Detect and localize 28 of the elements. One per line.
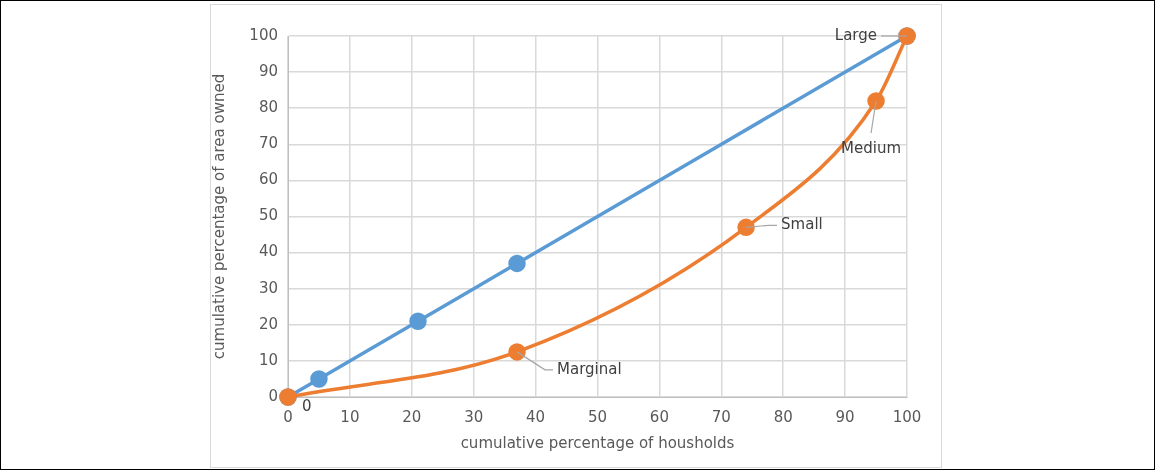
x-tick-label: 0 bbox=[283, 407, 293, 426]
x-tick-label: 10 bbox=[340, 407, 360, 426]
x-tick-label: 20 bbox=[402, 407, 422, 426]
y-axis-title: cumulative percentage of area owned bbox=[209, 73, 228, 360]
annotation: Large bbox=[834, 25, 877, 44]
y-tick-label: 70 bbox=[258, 134, 278, 153]
x-tick-label: 60 bbox=[649, 407, 669, 426]
x-axis-title: cumulative percentage of housholds bbox=[460, 433, 735, 452]
y-tick-label: 60 bbox=[258, 170, 278, 189]
x-tick-label: 70 bbox=[711, 407, 731, 426]
x-tick-label: 40 bbox=[526, 407, 546, 426]
x-tick-label: 50 bbox=[587, 407, 608, 426]
x-tick-label: 30 bbox=[464, 407, 484, 426]
y-tick-label: 0 bbox=[268, 386, 278, 405]
annotation: Small bbox=[781, 215, 823, 234]
y-tick-label: 20 bbox=[258, 314, 278, 333]
y-tick-label: 100 bbox=[249, 25, 278, 44]
x-tick-label: 90 bbox=[835, 407, 855, 426]
annotation: Medium bbox=[841, 138, 902, 157]
y-tick-label: 50 bbox=[258, 206, 278, 225]
y-tick-label: 10 bbox=[258, 350, 278, 369]
annotation: Marginal bbox=[557, 359, 622, 378]
y-tick-label: 80 bbox=[258, 98, 278, 117]
x-tick-label: 100 bbox=[892, 407, 922, 426]
y-tick-label: 40 bbox=[258, 242, 278, 261]
y-tick-label: 90 bbox=[258, 61, 278, 80]
y-tick-label: 30 bbox=[258, 278, 278, 297]
x-tick-label: 80 bbox=[773, 407, 793, 426]
